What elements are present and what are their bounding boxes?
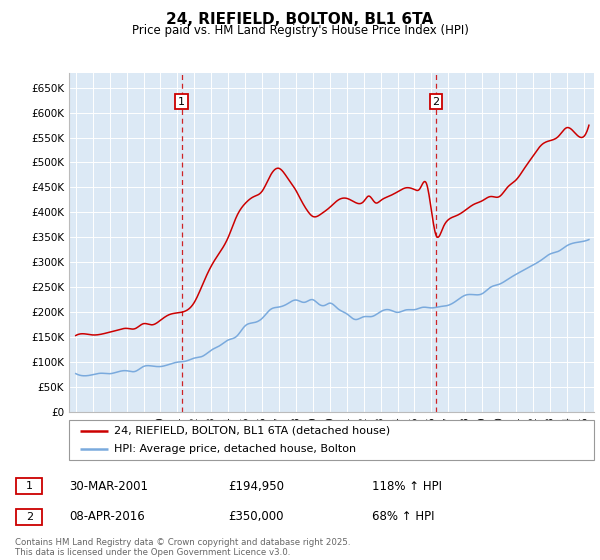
Text: Price paid vs. HM Land Registry's House Price Index (HPI): Price paid vs. HM Land Registry's House …	[131, 24, 469, 36]
Text: 2: 2	[26, 512, 33, 522]
Text: 1: 1	[178, 96, 185, 106]
FancyBboxPatch shape	[16, 509, 43, 525]
Text: Contains HM Land Registry data © Crown copyright and database right 2025.
This d: Contains HM Land Registry data © Crown c…	[15, 538, 350, 557]
Text: 08-APR-2016: 08-APR-2016	[69, 510, 145, 524]
Text: 2: 2	[433, 96, 440, 106]
FancyBboxPatch shape	[69, 420, 594, 460]
Text: 24, RIEFIELD, BOLTON, BL1 6TA: 24, RIEFIELD, BOLTON, BL1 6TA	[166, 12, 434, 27]
Text: 30-MAR-2001: 30-MAR-2001	[69, 479, 148, 493]
Text: HPI: Average price, detached house, Bolton: HPI: Average price, detached house, Bolt…	[113, 445, 356, 454]
FancyBboxPatch shape	[16, 478, 43, 494]
Text: 24, RIEFIELD, BOLTON, BL1 6TA (detached house): 24, RIEFIELD, BOLTON, BL1 6TA (detached …	[113, 426, 390, 436]
Text: 118% ↑ HPI: 118% ↑ HPI	[372, 479, 442, 493]
Text: £350,000: £350,000	[228, 510, 284, 524]
Text: 1: 1	[26, 481, 33, 491]
Text: £194,950: £194,950	[228, 479, 284, 493]
Text: 68% ↑ HPI: 68% ↑ HPI	[372, 510, 434, 524]
